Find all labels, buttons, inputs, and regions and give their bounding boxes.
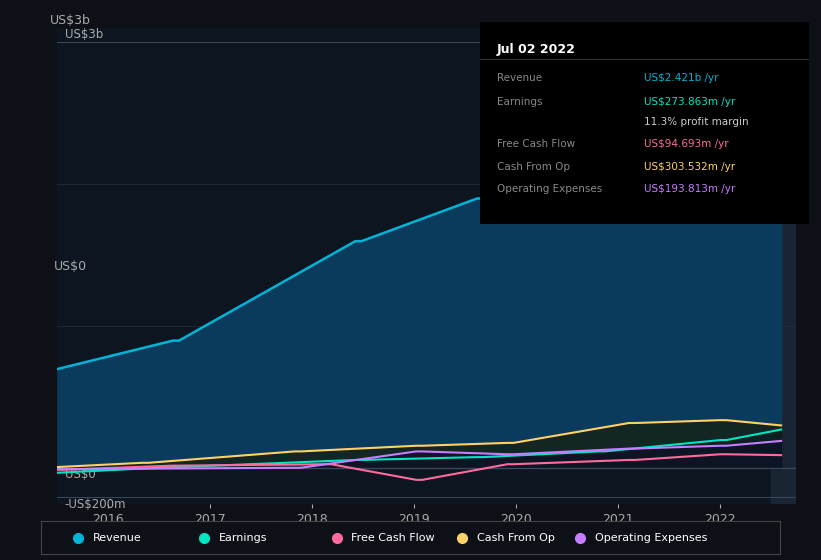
Text: US$0: US$0: [65, 468, 95, 480]
Text: Earnings: Earnings: [497, 97, 542, 107]
Text: US$193.813m /yr: US$193.813m /yr: [644, 184, 736, 194]
Text: US$3b: US$3b: [65, 28, 103, 41]
Text: Operating Expenses: Operating Expenses: [497, 184, 602, 194]
Text: 11.3% profit margin: 11.3% profit margin: [644, 117, 749, 127]
Text: Free Cash Flow: Free Cash Flow: [351, 533, 435, 543]
Text: US$0: US$0: [54, 259, 87, 273]
Text: US$303.532m /yr: US$303.532m /yr: [644, 161, 736, 171]
Text: Earnings: Earnings: [218, 533, 267, 543]
Text: US$273.863m /yr: US$273.863m /yr: [644, 97, 736, 107]
Text: Revenue: Revenue: [497, 73, 542, 83]
Text: US$94.693m /yr: US$94.693m /yr: [644, 139, 729, 150]
Text: Operating Expenses: Operating Expenses: [595, 533, 708, 543]
Text: US$2.421b /yr: US$2.421b /yr: [644, 73, 719, 83]
Text: -US$200m: -US$200m: [65, 497, 126, 511]
Text: Cash From Op: Cash From Op: [477, 533, 555, 543]
Text: Jul 02 2022: Jul 02 2022: [497, 43, 576, 55]
Text: Revenue: Revenue: [93, 533, 141, 543]
Bar: [771, 28, 821, 504]
Text: Cash From Op: Cash From Op: [497, 161, 570, 171]
Text: Free Cash Flow: Free Cash Flow: [497, 139, 575, 150]
Text: US$3b: US$3b: [50, 14, 91, 27]
